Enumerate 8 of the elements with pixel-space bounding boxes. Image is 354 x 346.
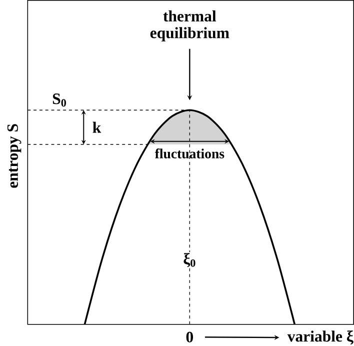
ref-line-label: S$_{0}$ <box>52 93 66 107</box>
x-axis-title: variable ξ <box>287 330 354 344</box>
band-label: fluctuations <box>154 148 224 158</box>
y-axis-title: entropy S <box>7 124 22 188</box>
text: ξ$_{0}$ <box>184 253 196 268</box>
text: 0 <box>186 332 194 342</box>
text: thermal equilibrium <box>150 10 230 42</box>
annotation: k <box>92 122 102 133</box>
